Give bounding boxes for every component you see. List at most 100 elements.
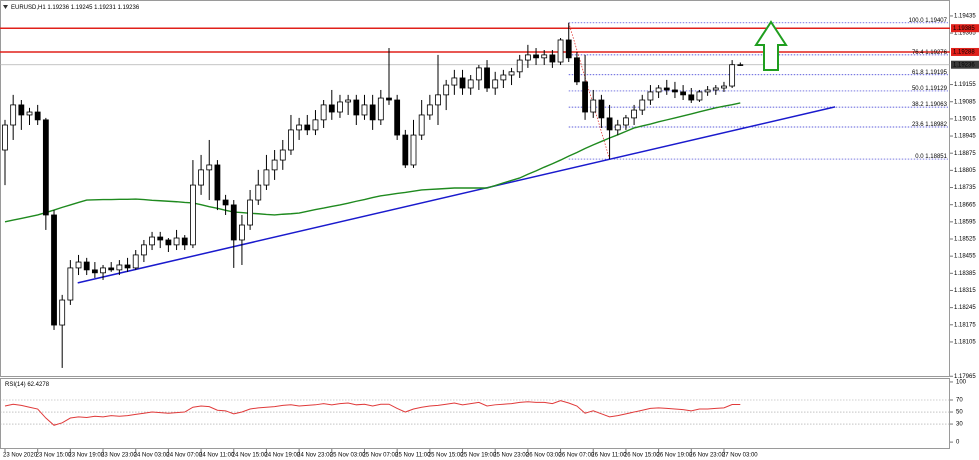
x-tick-label: 24 Nov 15:00: [232, 453, 268, 459]
candle-body: [51, 214, 57, 326]
close-price: 1.19236: [117, 5, 139, 11]
candle-body: [157, 236, 164, 241]
indicator-name: RSI(14): [5, 382, 26, 388]
level-label-box: [951, 47, 979, 56]
fib-ratio: 50.0: [912, 86, 924, 92]
candle-body: [353, 99, 360, 116]
x-tick-label: 26 Nov 15:00: [624, 453, 660, 459]
up-arrow: [754, 20, 788, 71]
fib-price: 1.19063: [925, 102, 947, 108]
candle-body: [492, 79, 499, 89]
x-tick-label: 23 Nov 2020: [3, 453, 38, 459]
header: EURUSD,H1 1.19236 1.19245 1.19231 1.1923…: [11, 5, 140, 11]
x-tick-label: 24 Nov 23:00: [297, 453, 333, 459]
candle-body: [279, 149, 286, 161]
y-tick-label: 1.19435: [954, 14, 976, 20]
candle-body: [598, 99, 605, 119]
candle-body: [435, 94, 441, 106]
candle-body: [386, 97, 392, 101]
candle-body: [418, 114, 425, 136]
candle-body: [91, 269, 98, 274]
candle-body: [639, 99, 646, 111]
candle-body: [688, 94, 695, 101]
indicator-tick-label: 70: [956, 398, 963, 404]
candle-body: [190, 184, 196, 246]
candle-body: [247, 199, 254, 226]
y-tick-label: 1.18945: [954, 134, 976, 140]
fib-label: 23.6 1.18982: [912, 122, 948, 128]
x-tick-label: 25 Nov 15:00: [428, 453, 464, 459]
y-tick-label: 1.18735: [954, 185, 976, 191]
fib-ratio: 76.4: [912, 49, 924, 55]
candle-body: [590, 99, 597, 113]
candle-body: [663, 87, 670, 91]
x-tick-label: 23 Nov 19:00: [68, 453, 104, 459]
candle-body: [614, 124, 621, 131]
candle-body: [541, 54, 548, 59]
candle-body: [410, 134, 417, 166]
candle-body: [533, 54, 539, 59]
candle-body: [394, 99, 401, 136]
candle-body: [647, 91, 654, 101]
candle-body: [443, 84, 450, 96]
candle-body: [402, 134, 409, 166]
candle-body: [230, 204, 237, 241]
x-tick-label: 23 Nov 15:00: [36, 453, 72, 459]
x-tick-label: 25 Nov 03:00: [330, 453, 366, 459]
fib-ratio: 61.8: [912, 69, 924, 75]
candle-body: [467, 79, 474, 89]
candle-body: [132, 254, 139, 269]
candle-body: [582, 81, 588, 113]
candle-body: [451, 77, 458, 86]
candle-body: [10, 104, 17, 126]
candle-body: [704, 89, 711, 93]
candle-body: [320, 104, 327, 121]
candle-body: [631, 109, 637, 119]
open-price: 1.19236: [47, 5, 69, 11]
y-tick-label: 1.19085: [954, 99, 976, 105]
x-tick-label: 26 Nov 07:00: [559, 453, 595, 459]
indicator-panel-frame: [0, 378, 950, 449]
fib-price: 1.18982: [925, 122, 947, 128]
main-panel-frame: [0, 0, 950, 377]
candle-body: [361, 104, 368, 116]
level-label: 1.19385: [953, 26, 975, 32]
candle-body: [116, 264, 123, 271]
candle-body: [165, 239, 172, 246]
indicator-tick-label: 100: [956, 380, 967, 386]
menu-icon: [3, 5, 8, 9]
indicator-tick-label: 50: [956, 410, 963, 416]
y-tick-label: 1.18385: [954, 271, 976, 277]
candle-body: [696, 91, 703, 101]
candle-body: [712, 87, 719, 91]
fib-ratio: 0.0: [915, 154, 924, 160]
candle-body: [623, 117, 629, 126]
candle-body: [557, 39, 564, 63]
candle-body: [18, 104, 25, 116]
y-tick-label: 1.17965: [954, 374, 976, 380]
candle-body: [737, 64, 744, 66]
candle-body: [655, 87, 662, 93]
candle-body: [149, 236, 155, 246]
candle-layer: [2, 22, 744, 368]
candle-body: [108, 267, 115, 271]
indicator-header: RSI(14) 62.4278: [5, 382, 50, 388]
candle-body: [26, 111, 33, 116]
fib-label: 0.0 1.18851: [915, 154, 947, 160]
candle-body: [206, 164, 213, 171]
x-tick-label: 27 Nov 03:00: [722, 453, 758, 459]
candle-body: [255, 184, 262, 201]
candle-body: [173, 237, 180, 246]
candle-body: [328, 104, 335, 113]
candle-body: [426, 104, 433, 116]
fib-ratio: 38.2: [912, 102, 924, 108]
candle-body: [729, 64, 736, 87]
candle-body: [75, 261, 82, 269]
x-tick-label: 26 Nov 11:00: [591, 453, 627, 459]
candle-body: [500, 74, 507, 81]
candle-body: [42, 119, 49, 216]
indicator-line: [4, 400, 741, 426]
y-tick-label: 1.18245: [954, 305, 976, 311]
candle-body: [271, 159, 278, 171]
candle-body: [516, 59, 523, 73]
